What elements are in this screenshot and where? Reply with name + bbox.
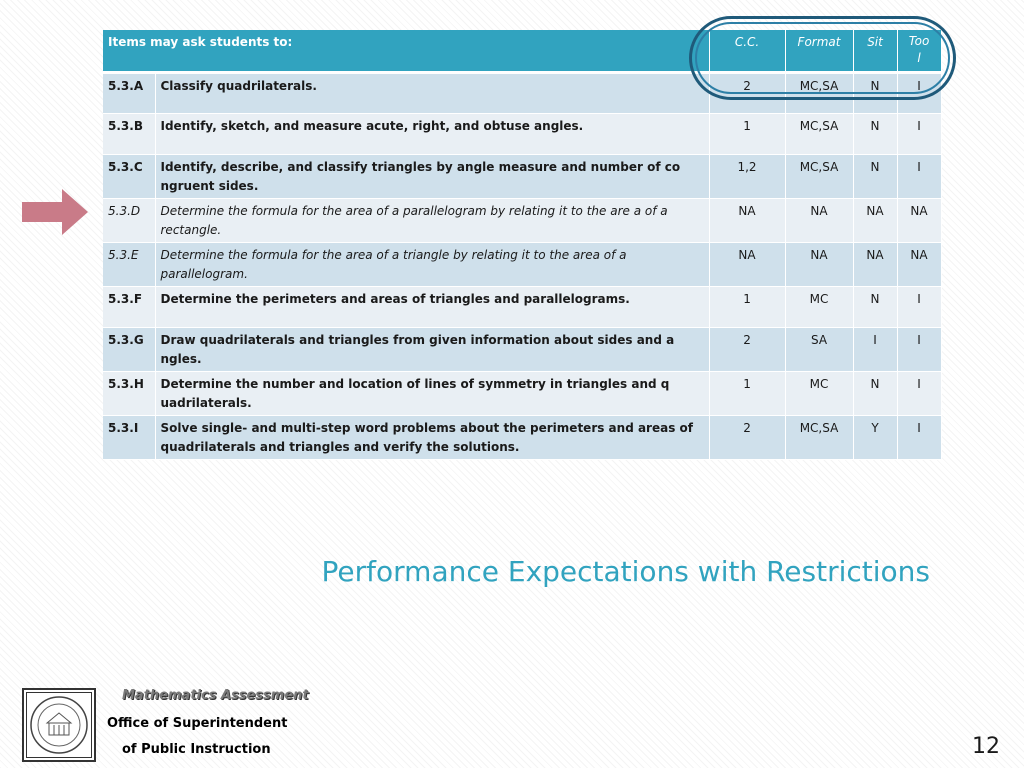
row-sit: Y xyxy=(853,415,898,460)
header-format: Format xyxy=(785,30,854,73)
table-row: 5.3.F Determine the perimeters and areas… xyxy=(103,286,942,328)
footer-office: Office of Superintendent xyxy=(107,716,288,731)
row-code: 5.3.G xyxy=(103,327,156,372)
footer-instruction: of Public Instruction xyxy=(122,742,271,757)
row-code: 5.3.H xyxy=(103,371,156,416)
row-sit: N xyxy=(853,113,898,155)
state-seal-icon xyxy=(22,688,96,762)
row-description: Draw quadrilaterals and triangles from g… xyxy=(155,327,710,372)
right-arrow-icon xyxy=(22,189,88,235)
page-number: 12 xyxy=(972,734,1000,759)
row-tool: I xyxy=(897,371,942,416)
row-code: 5.3.A xyxy=(103,71,156,114)
row-cc: 1 xyxy=(709,371,786,416)
row-code: 5.3.F xyxy=(103,286,156,328)
row-tool: I xyxy=(897,113,942,155)
table-row: 5.3.C Identify, describe, and classify t… xyxy=(103,154,942,199)
slide-title: Performance Expectations with Restrictio… xyxy=(321,555,930,588)
row-code: 5.3.E xyxy=(103,242,156,287)
performance-expectations-table: Items may ask students to: C.C. Format S… xyxy=(103,30,942,460)
row-description: Determine the formula for the area of a … xyxy=(155,242,710,287)
row-sit: N xyxy=(853,371,898,416)
row-code: 5.3.D xyxy=(103,198,156,243)
row-cc: 2 xyxy=(709,415,786,460)
row-tool: I xyxy=(897,154,942,199)
row-cc: 1 xyxy=(709,286,786,328)
row-format: MC,SA xyxy=(785,415,854,460)
row-cc: 1 xyxy=(709,113,786,155)
row-sit: I xyxy=(853,327,898,372)
row-format: MC xyxy=(785,371,854,416)
row-format: SA xyxy=(785,327,854,372)
row-format: NA xyxy=(785,242,854,287)
row-description: Identify, sketch, and measure acute, rig… xyxy=(155,113,710,155)
row-format: MC,SA xyxy=(785,154,854,199)
row-cc: 1,2 xyxy=(709,154,786,199)
table-row: 5.3.D Determine the formula for the area… xyxy=(103,198,942,243)
row-description: Solve single- and multi-step word proble… xyxy=(155,415,710,460)
row-format: MC xyxy=(785,286,854,328)
row-description: Identify, describe, and classify triangl… xyxy=(155,154,710,199)
row-sit: NA xyxy=(853,198,898,243)
row-tool: NA xyxy=(897,198,942,243)
row-sit: N xyxy=(853,286,898,328)
row-tool: I xyxy=(897,327,942,372)
row-sit: N xyxy=(853,154,898,199)
row-format: NA xyxy=(785,198,854,243)
row-description: Determine the formula for the area of a … xyxy=(155,198,710,243)
header-items: Items may ask students to: xyxy=(103,30,710,73)
row-code: 5.3.I xyxy=(103,415,156,460)
row-cc: NA xyxy=(709,242,786,287)
table-row: 5.3.E Determine the formula for the area… xyxy=(103,242,942,287)
row-format: MC,SA xyxy=(785,113,854,155)
footer-brand: Mathematics Assessment xyxy=(122,688,309,703)
row-description: Determine the perimeters and areas of tr… xyxy=(155,286,710,328)
highlight-oval xyxy=(689,16,956,100)
table-row: 5.3.H Determine the number and location … xyxy=(103,371,942,416)
table-row: 5.3.G Draw quadrilaterals and triangles … xyxy=(103,327,942,372)
row-description: Determine the number and location of lin… xyxy=(155,371,710,416)
row-description: Classify quadrilaterals. xyxy=(155,71,710,114)
row-cc: NA xyxy=(709,198,786,243)
row-code: 5.3.C xyxy=(103,154,156,199)
row-code: 5.3.B xyxy=(103,113,156,155)
table-row: 5.3.B Identify, sketch, and measure acut… xyxy=(103,113,942,155)
row-tool: I xyxy=(897,286,942,328)
row-tool: NA xyxy=(897,242,942,287)
header-sit: Sit xyxy=(853,30,898,73)
table-row: 5.3.I Solve single- and multi-step word … xyxy=(103,415,942,460)
row-tool: I xyxy=(897,415,942,460)
row-cc: 2 xyxy=(709,327,786,372)
row-sit: NA xyxy=(853,242,898,287)
